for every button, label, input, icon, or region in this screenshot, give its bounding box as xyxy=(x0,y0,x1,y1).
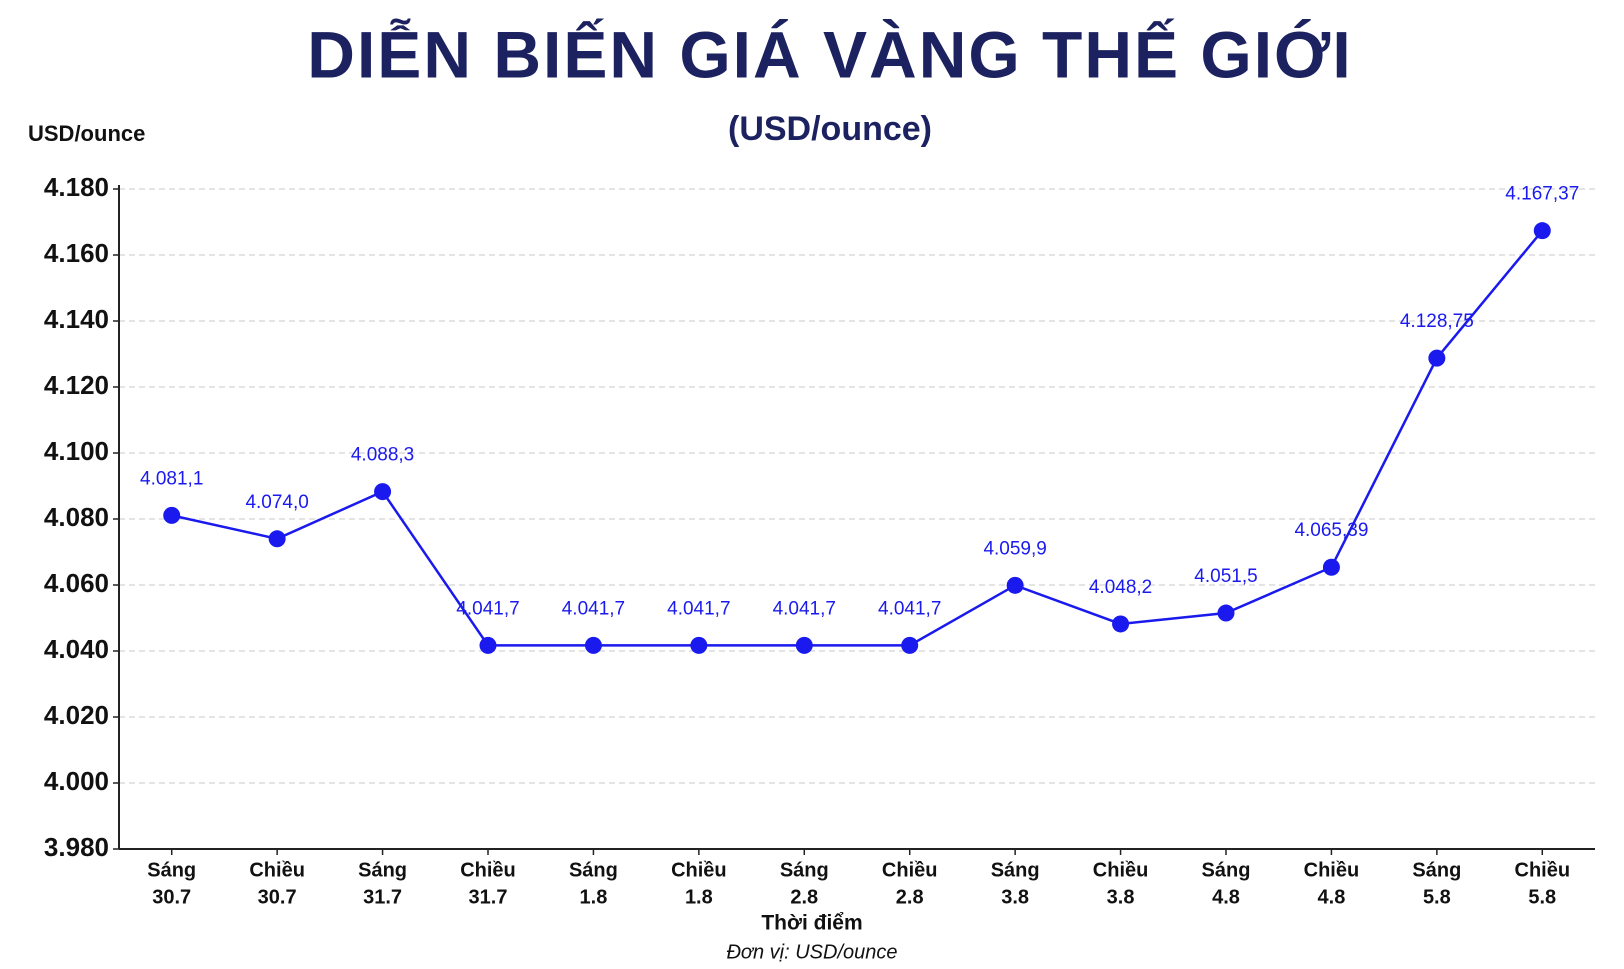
footnote: Đơn vị: USD/ounce xyxy=(726,941,897,963)
series-line xyxy=(171,229,1544,647)
x-tick-label: Sáng xyxy=(780,859,829,881)
x-tick-label: Chiều xyxy=(671,859,727,881)
x-tick-label: Chiều xyxy=(1515,859,1571,881)
x-tick-label: Chiều xyxy=(460,859,516,881)
x-axis-label: Thời điểm xyxy=(761,912,862,935)
data-point xyxy=(690,636,708,654)
y-tick-label: 4.060 xyxy=(44,568,109,598)
x-tick-label: Sáng xyxy=(991,859,1040,881)
x-tick-label: Chiều xyxy=(1093,859,1149,881)
x-tick-label: 31.7 xyxy=(363,886,402,908)
x-tick-label: 31.7 xyxy=(469,886,508,908)
x-tick-label: 4.8 xyxy=(1212,886,1240,908)
y-tick-label: 4.140 xyxy=(44,304,109,334)
x-tick-label: 5.8 xyxy=(1423,886,1451,908)
data-point xyxy=(1112,615,1130,633)
data-point xyxy=(163,506,181,524)
data-point xyxy=(1533,222,1551,240)
data-label: 4.065,39 xyxy=(1294,520,1368,541)
chart-title: DIỄN BIẾN GIÁ VÀNG THẾ GIỚI xyxy=(307,17,1352,91)
x-tick-label: Sáng xyxy=(569,859,618,881)
data-label: 4.081,1 xyxy=(140,468,203,489)
y-tick-label: 4.180 xyxy=(44,172,109,202)
data-label: 4.074,0 xyxy=(245,492,308,513)
data-point xyxy=(1322,558,1340,576)
data-point xyxy=(795,636,813,654)
chart-subtitle: (USD/ounce) xyxy=(728,110,932,148)
x-tick-label: 30.7 xyxy=(152,886,191,908)
y-axis-label: USD/ounce xyxy=(28,121,145,146)
x-tick-label: Chiều xyxy=(249,859,305,881)
data-label: 4.167,37 xyxy=(1505,184,1579,205)
data-point xyxy=(1217,604,1235,622)
x-tick-label: 2.8 xyxy=(896,886,924,908)
x-tick-label: 4.8 xyxy=(1318,886,1346,908)
x-tick-label: 3.8 xyxy=(1001,886,1029,908)
x-tick-label: 1.8 xyxy=(580,886,608,908)
y-tick-label: 4.020 xyxy=(44,700,109,730)
data-point xyxy=(584,636,602,654)
data-label: 4.041,7 xyxy=(667,598,730,619)
x-tick-label: 3.8 xyxy=(1107,886,1135,908)
data-label: 4.041,7 xyxy=(773,598,836,619)
x-tick-label: Sáng xyxy=(1202,859,1251,881)
y-tick-label: 4.080 xyxy=(44,502,109,532)
data-label: 4.041,7 xyxy=(562,598,625,619)
data-point xyxy=(901,636,919,654)
x-tick-label: 1.8 xyxy=(685,886,713,908)
y-tick-label: 4.040 xyxy=(44,634,109,664)
x-tick-label: 2.8 xyxy=(790,886,818,908)
x-tick-label: 5.8 xyxy=(1528,886,1556,908)
data-label: 4.041,7 xyxy=(456,598,519,619)
data-point xyxy=(374,483,392,501)
data-label: 4.088,3 xyxy=(351,445,414,466)
y-tick-label: 3.980 xyxy=(44,832,109,862)
x-tick-label: 30.7 xyxy=(258,886,297,908)
data-label: 4.048,2 xyxy=(1089,577,1152,598)
data-label: 4.128,75 xyxy=(1400,311,1474,332)
data-label: 4.059,9 xyxy=(983,538,1046,559)
x-tick-label: Sáng xyxy=(1412,859,1461,881)
data-point xyxy=(268,530,286,548)
x-tick-label: Chiều xyxy=(1304,859,1360,881)
data-point xyxy=(479,636,497,654)
data-label: 4.051,5 xyxy=(1194,566,1257,587)
y-tick-label: 4.000 xyxy=(44,766,109,796)
data-label: 4.041,7 xyxy=(878,598,941,619)
x-tick-label: Sáng xyxy=(358,859,407,881)
data-point xyxy=(1428,349,1446,367)
x-tick-label: Sáng xyxy=(147,859,196,881)
data-point xyxy=(1006,576,1024,594)
y-tick-label: 4.160 xyxy=(44,238,109,268)
y-tick-label: 4.100 xyxy=(44,436,109,466)
x-tick-label: Chiều xyxy=(882,859,938,881)
y-tick-label: 4.120 xyxy=(44,370,109,400)
